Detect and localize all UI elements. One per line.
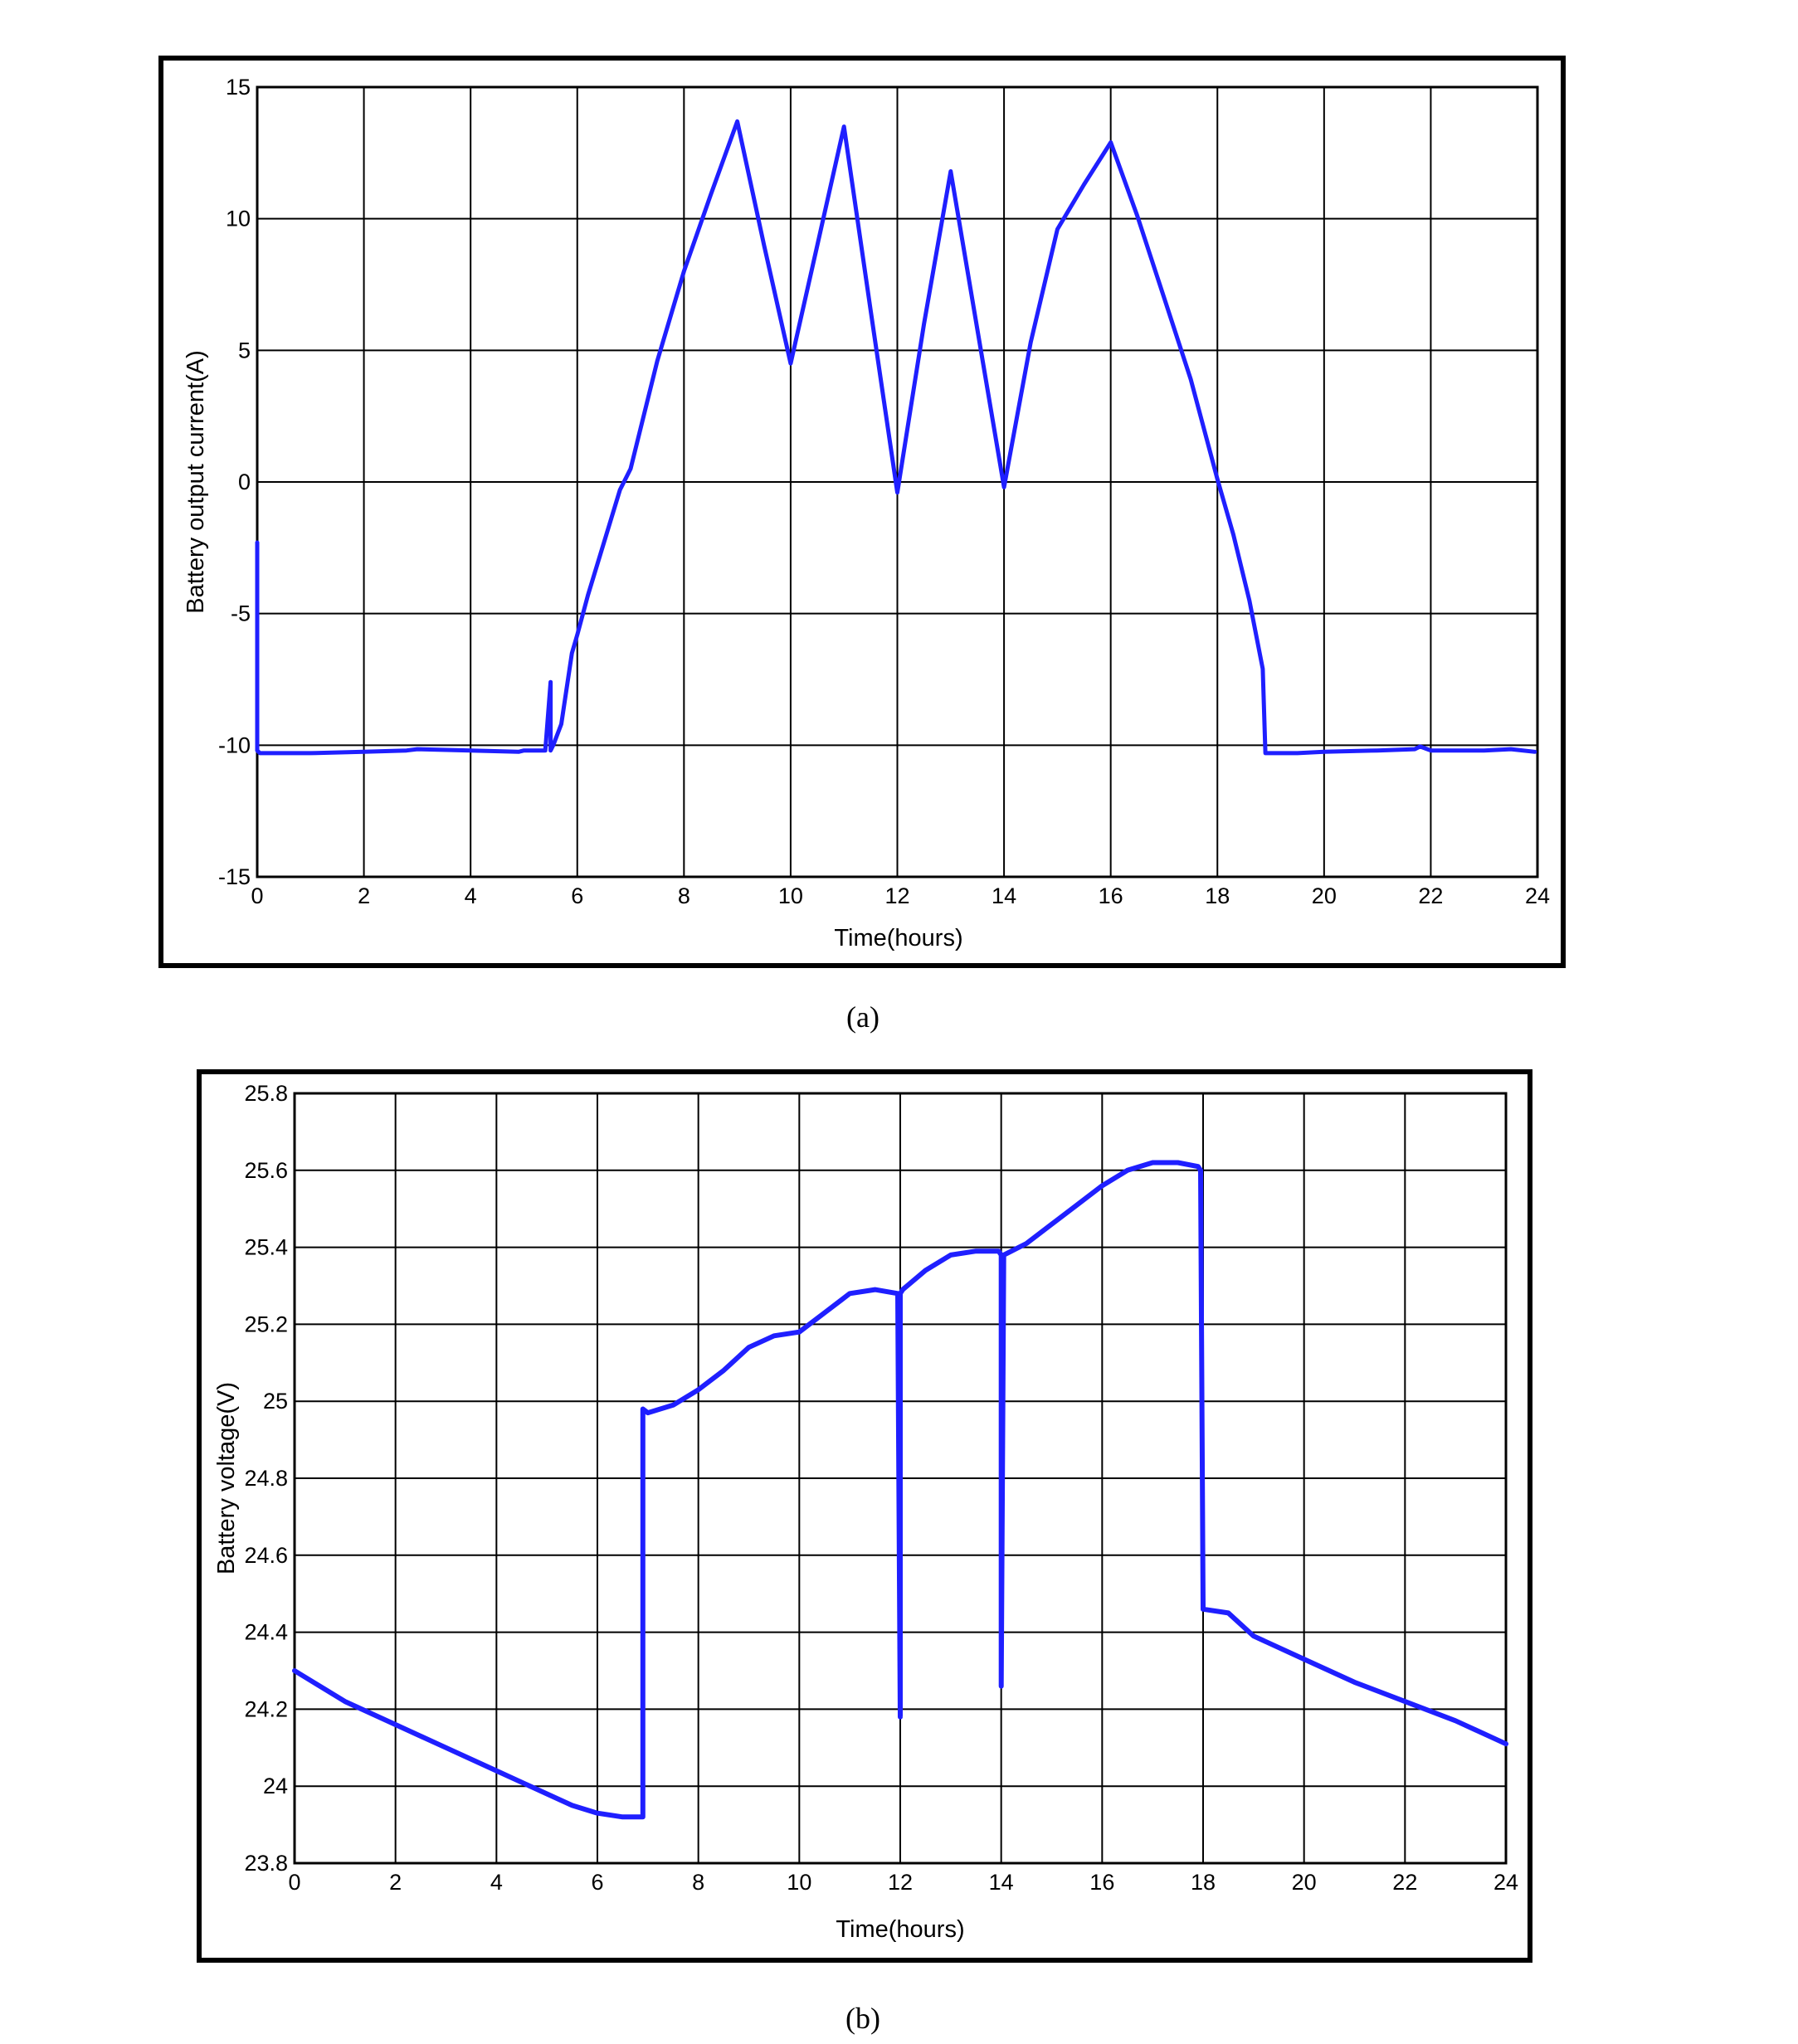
x-tick-label: 8 [692, 1870, 704, 1895]
panel-b-y-ticks: 23.8 24 24.2 24.4 24.6 24.8 25 25.2 25.4 25.6 25.8 [244, 1081, 288, 1876]
x-tick-label: 8 [678, 883, 690, 908]
x-tick-label: 22 [1418, 883, 1443, 908]
y-tick-label: 0 [238, 470, 251, 494]
panel-a-caption: (a) [846, 1000, 880, 1034]
panel-b: 23.82424.224.424.624.82525.225.425.625.8… [197, 1069, 1532, 2035]
y-tick-label: 5 [238, 338, 251, 363]
x-tick-label: 14 [992, 883, 1016, 908]
x-tick-label: 2 [389, 1870, 402, 1895]
x-tick-label: 20 [1292, 1870, 1317, 1895]
y-tick-label: 25 [263, 1389, 288, 1414]
x-tick-label: 16 [1099, 883, 1123, 908]
y-tick-label: -15 [218, 864, 251, 889]
panel-a-grid [256, 86, 1538, 878]
y-tick-label: 24.6 [244, 1543, 288, 1568]
x-tick-label: 10 [787, 1870, 811, 1895]
x-tick-label: 14 [989, 1870, 1014, 1895]
y-tick-label: -10 [218, 732, 251, 757]
x-tick-label: 4 [490, 1870, 503, 1895]
y-tick-label: 25.4 [244, 1235, 288, 1260]
y-tick-label: 24.8 [244, 1466, 288, 1491]
y-tick-label: 24 [263, 1774, 288, 1798]
panel-a-series-line [255, 119, 1537, 756]
x-tick-label: 6 [591, 1870, 603, 1895]
y-tick-label: 24.4 [244, 1620, 288, 1645]
panel-a-x-ticks: 0 2 4 6 8 10 12 14 16 18 20 22 24 [251, 883, 1550, 908]
y-tick-label: 25.6 [244, 1158, 288, 1183]
x-tick-label: 16 [1089, 1870, 1114, 1895]
y-tick-label: 24.2 [244, 1696, 288, 1721]
panel-b-x-ticks: 0 2 4 6 8 10 12 14 16 18 20 22 24 [288, 1870, 1518, 1895]
panel-b-caption: (b) [845, 2002, 880, 2035]
x-tick-label: 24 [1525, 883, 1550, 908]
x-tick-label: 6 [571, 883, 583, 908]
panel-a-y-ticks: -15 -10 -5 0 5 10 15 [218, 75, 251, 889]
y-tick-label: 15 [226, 75, 251, 100]
x-tick-label: 10 [778, 883, 803, 908]
x-tick-label: 24 [1493, 1870, 1518, 1895]
x-tick-label: 22 [1392, 1870, 1417, 1895]
y-tick-label: 25.8 [244, 1081, 288, 1106]
y-tick-label: 10 [226, 207, 251, 231]
x-tick-label: 18 [1191, 1870, 1216, 1895]
y-tick-label: -5 [231, 601, 251, 626]
panel-b-series-line [292, 1160, 1508, 1820]
x-tick-label: 12 [884, 883, 909, 908]
x-tick-label: 2 [358, 883, 370, 908]
x-tick-label: 0 [288, 1870, 300, 1895]
x-tick-label: 4 [465, 883, 477, 908]
panel-a-y-axis-label: Battery output current(A) [183, 350, 209, 614]
x-tick-label: 20 [1312, 883, 1337, 908]
x-tick-label: 18 [1205, 883, 1230, 908]
y-tick-label: 23.8 [244, 1851, 288, 1876]
panel-b-x-axis-label: Time(hours) [836, 1916, 964, 1943]
x-tick-label: 12 [888, 1870, 913, 1895]
panel-a-x-axis-label: Time(hours) [834, 925, 962, 951]
y-tick-label: 25.2 [244, 1312, 288, 1336]
panel-b-y-axis-label: Battery voltage(V) [213, 1382, 240, 1574]
x-tick-label: 0 [251, 883, 263, 908]
